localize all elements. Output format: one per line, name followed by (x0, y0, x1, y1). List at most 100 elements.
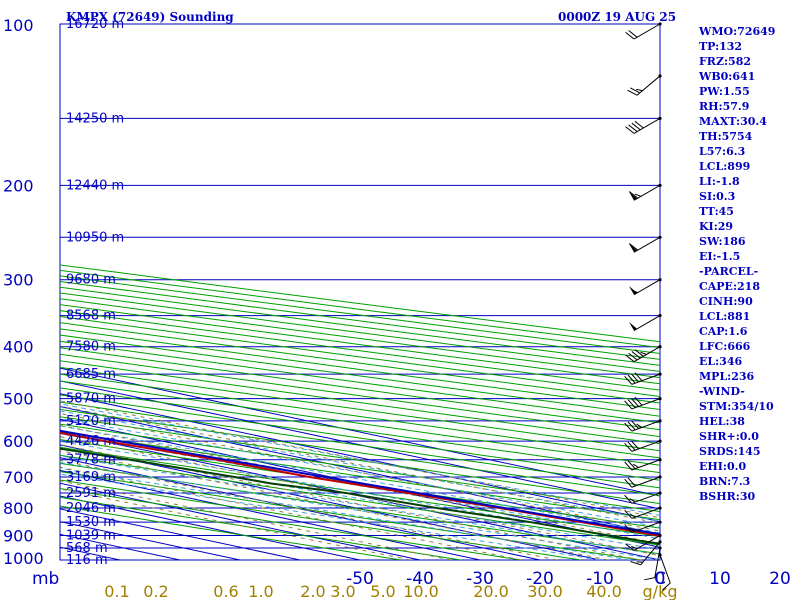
wind-barb (624, 372, 662, 385)
mixing-ratio-tick-label: 40.0 (586, 582, 622, 600)
isotherm-line (60, 405, 660, 535)
dry-adiabat-line (60, 454, 660, 546)
height-label: 4426 m (66, 434, 116, 449)
height-label: 12440 m (66, 178, 124, 193)
index-item: LCL:881 (699, 310, 751, 323)
chart-title: KMPX (72649) Sounding (66, 10, 234, 24)
wind-barb (629, 278, 662, 296)
index-item: FRZ:582 (699, 55, 752, 68)
dry-adiabat-line (60, 380, 660, 466)
height-label: 116 m (66, 553, 108, 568)
plot-frame (59, 23, 661, 561)
height-label: 1039 m (66, 528, 116, 543)
index-item: WMO:72649 (699, 25, 776, 38)
dry-adiabat-line (60, 360, 660, 445)
mixing-ratio-lines (60, 400, 660, 560)
dry-adiabat-line (60, 366, 660, 452)
height-label: 5870 m (66, 392, 116, 407)
moist-adiabat-line (60, 467, 631, 560)
moist-adiabat-line (60, 403, 660, 516)
height-label: 7580 m (66, 340, 116, 355)
sounding-traces (60, 429, 660, 545)
moist-adiabat-line (60, 473, 601, 560)
height-label: 14250 m (66, 111, 124, 126)
dry-adiabat-line (60, 446, 660, 538)
temperature-tick-label: 20 (769, 569, 791, 589)
dry-adiabat-line (60, 416, 660, 505)
pressure-axis: 100 200 300 400 500 600 700 800 900 1000 (3, 16, 44, 568)
wind-barb (644, 546, 662, 581)
wind-barb (624, 475, 662, 488)
dry-adiabat-line (60, 462, 660, 555)
wind-barb (625, 116, 662, 134)
chart-valid-time: 0000Z 19 AUG 25 (558, 10, 676, 24)
temperature-tick-label: 10 (709, 569, 731, 589)
temperature-tick-label: 0 (655, 569, 666, 589)
mixing-ratio-tick-label: 1.0 (248, 582, 273, 600)
isotherm-line (60, 418, 660, 548)
index-item: CINH:90 (699, 295, 753, 308)
wind-barb (624, 439, 662, 452)
index-item: PW:1.55 (699, 85, 750, 98)
index-item: BSHR:30 (699, 490, 756, 503)
index-item: EHI:0.0 (699, 460, 747, 473)
index-item: SRDS:145 (699, 445, 761, 458)
temperature-tick-label: -20 (526, 569, 554, 589)
dry-adiabat-line (60, 496, 462, 560)
dry-adiabat-line (60, 401, 660, 489)
wind-barb (624, 520, 662, 533)
isotherm-line (60, 469, 481, 560)
index-item: CAPE:218 (699, 280, 760, 293)
wind-barb (624, 396, 662, 410)
mixing-ratio-line (60, 444, 641, 560)
mixing-ratio-tick-label: 20.0 (473, 582, 509, 600)
dry-adiabat-line (60, 394, 660, 481)
height-labels: 16720 m 14250 m 12440 m 10950 m 9680 m 8568 m… (66, 17, 124, 568)
height-label: 568 m (66, 541, 108, 556)
temperature-tick-label: -10 (586, 569, 614, 589)
wind-barb (628, 183, 662, 201)
index-item: KI:29 (699, 220, 734, 233)
index-item: L57:6.3 (699, 145, 746, 158)
height-label: 8568 m (66, 309, 116, 324)
wind-barb (630, 540, 662, 566)
index-item: CAP:1.6 (699, 325, 748, 338)
dry-adiabat-line (60, 387, 660, 474)
mixing-ratio-tick-label: 2.0 (300, 582, 325, 600)
mixing-ratio-line (60, 424, 660, 545)
dry-adiabat-line (60, 373, 660, 459)
wind-barb (625, 22, 662, 40)
index-item: LI:-1.8 (699, 175, 740, 188)
pressure-tick-label: 200 (3, 176, 34, 195)
temperature-tick-label: -40 (406, 569, 434, 589)
height-label: 3169 m (66, 470, 116, 485)
isotherm-line (60, 457, 541, 560)
temperature-tick-label: -50 (346, 569, 374, 589)
dry-adiabat-line (60, 408, 660, 497)
dry-adiabat-line (60, 353, 660, 438)
index-item: -PARCEL- (699, 265, 759, 278)
wind-barb (627, 74, 662, 96)
isotherm-line (60, 431, 660, 560)
dry-adiabat-line (60, 347, 660, 431)
height-label: 2046 m (66, 501, 116, 516)
height-label: 9680 m (66, 273, 116, 288)
wind-barb (625, 345, 662, 363)
sounding-trace (60, 447, 660, 545)
wind-barb (624, 458, 662, 471)
indices-panel: WMO:72649 TP:132 FRZ:582 WB0:641 PW:1.55 RH:5… (699, 24, 799, 504)
index-item: SW:186 (699, 235, 746, 248)
mixing-ratio-line (60, 400, 660, 519)
pressure-tick-label: 700 (3, 468, 34, 487)
mixing-ratio-unit-label: g/kg (643, 582, 678, 600)
isotherm-line (60, 444, 601, 560)
height-label: 1530 m (66, 515, 116, 530)
wind-barb (624, 491, 662, 504)
dry-adiabat-line (60, 505, 402, 560)
mixing-ratio-tick-label: 30.0 (527, 582, 563, 600)
pressure-tick-label: 800 (3, 499, 34, 518)
wind-barb (624, 419, 662, 432)
pressure-tick-label: 600 (3, 432, 34, 451)
temperature-unit-label: C (654, 569, 666, 589)
pressure-tick-label: 900 (3, 526, 34, 545)
